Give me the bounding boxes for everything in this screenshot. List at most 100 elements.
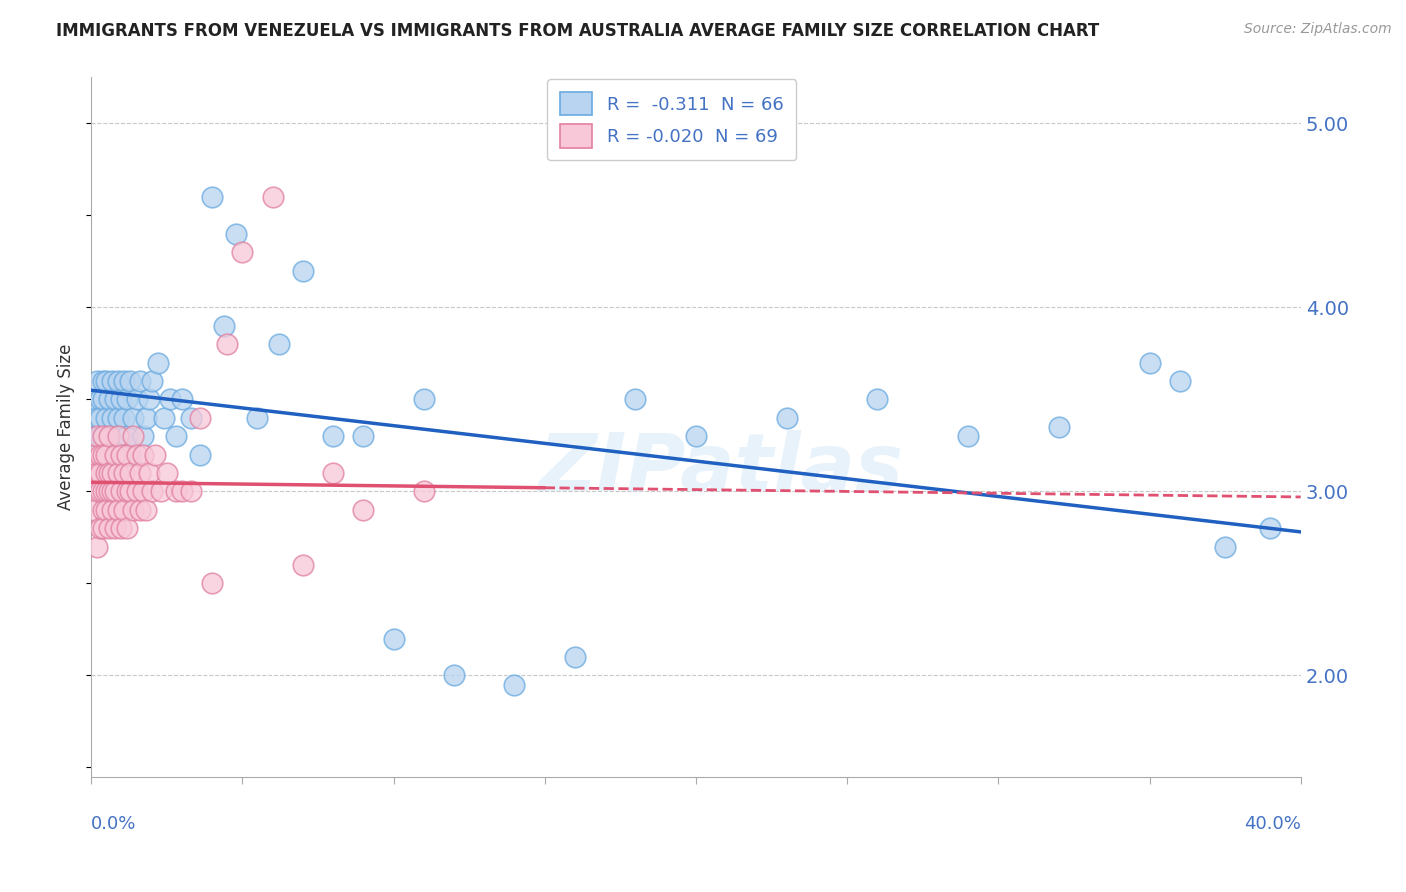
Point <box>262 190 284 204</box>
Text: ZIPatlas: ZIPatlas <box>537 430 903 508</box>
Point <box>125 392 148 407</box>
Point <box>138 466 160 480</box>
Point <box>135 410 157 425</box>
Point <box>352 429 374 443</box>
Point <box>180 484 202 499</box>
Point <box>159 392 181 407</box>
Point <box>149 484 172 499</box>
Point <box>412 484 434 499</box>
Point <box>107 410 129 425</box>
Point <box>117 429 139 443</box>
Point <box>91 392 114 407</box>
Point <box>98 429 121 443</box>
Point <box>98 484 121 499</box>
Point <box>83 429 105 443</box>
Point <box>685 429 707 443</box>
Point <box>141 374 163 388</box>
Point <box>564 650 586 665</box>
Point <box>96 466 118 480</box>
Point <box>624 392 647 407</box>
Text: IMMIGRANTS FROM VENEZUELA VS IMMIGRANTS FROM AUSTRALIA AVERAGE FAMILY SIZE CORRE: IMMIGRANTS FROM VENEZUELA VS IMMIGRANTS … <box>56 22 1099 40</box>
Point <box>170 392 193 407</box>
Point <box>143 448 166 462</box>
Point <box>89 429 111 443</box>
Point <box>86 466 108 480</box>
Point <box>382 632 405 646</box>
Point <box>107 466 129 480</box>
Point <box>180 410 202 425</box>
Point <box>104 392 127 407</box>
Point <box>96 484 118 499</box>
Point <box>86 540 108 554</box>
Point <box>104 484 127 499</box>
Point <box>91 503 114 517</box>
Point <box>91 374 114 388</box>
Point <box>188 448 211 462</box>
Point <box>267 337 290 351</box>
Point <box>152 410 174 425</box>
Point <box>131 429 153 443</box>
Point <box>141 484 163 499</box>
Point <box>212 318 235 333</box>
Point <box>110 429 132 443</box>
Point <box>89 448 111 462</box>
Point <box>89 466 111 480</box>
Point <box>225 227 247 241</box>
Point <box>125 448 148 462</box>
Point <box>170 484 193 499</box>
Point <box>117 484 139 499</box>
Point <box>128 374 150 388</box>
Point <box>246 410 269 425</box>
Point <box>107 374 129 388</box>
Point <box>107 429 129 443</box>
Point <box>1047 420 1070 434</box>
Point <box>110 448 132 462</box>
Point <box>1139 356 1161 370</box>
Point <box>86 484 108 499</box>
Point <box>112 466 135 480</box>
Point <box>120 448 142 462</box>
Point <box>96 374 118 388</box>
Text: 0.0%: 0.0% <box>91 815 136 833</box>
Point <box>110 484 132 499</box>
Point <box>117 521 139 535</box>
Point <box>231 245 253 260</box>
Point <box>83 466 105 480</box>
Point <box>101 410 124 425</box>
Point <box>412 392 434 407</box>
Point <box>89 484 111 499</box>
Point <box>322 429 344 443</box>
Point <box>352 503 374 517</box>
Point <box>131 484 153 499</box>
Text: 40.0%: 40.0% <box>1244 815 1301 833</box>
Point <box>96 503 118 517</box>
Point <box>146 356 169 370</box>
Point <box>138 392 160 407</box>
Legend: R =  -0.311  N = 66, R = -0.020  N = 69: R = -0.311 N = 66, R = -0.020 N = 69 <box>547 79 796 161</box>
Point <box>1168 374 1191 388</box>
Point <box>117 392 139 407</box>
Point <box>120 484 142 499</box>
Point <box>89 410 111 425</box>
Point <box>86 374 108 388</box>
Point <box>91 448 114 462</box>
Point <box>104 521 127 535</box>
Point <box>83 392 105 407</box>
Point <box>104 448 127 462</box>
Point <box>101 503 124 517</box>
Point <box>107 503 129 517</box>
Point <box>291 263 314 277</box>
Point <box>98 392 121 407</box>
Point <box>322 466 344 480</box>
Point <box>101 466 124 480</box>
Point <box>110 521 132 535</box>
Point <box>165 484 187 499</box>
Point <box>83 448 105 462</box>
Point <box>775 410 797 425</box>
Point <box>291 558 314 572</box>
Point <box>201 190 224 204</box>
Point <box>957 429 980 443</box>
Point <box>91 484 114 499</box>
Point <box>98 521 121 535</box>
Point <box>112 410 135 425</box>
